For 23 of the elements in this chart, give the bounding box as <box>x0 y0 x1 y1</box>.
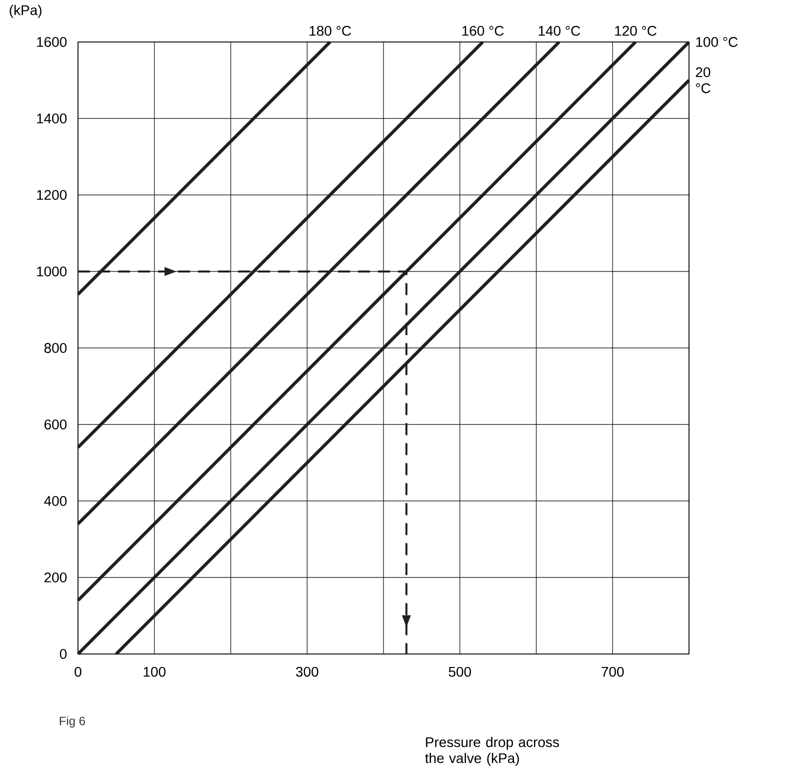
y-axis-title: (kPa) <box>10 4 42 18</box>
y-tick-label: 800 <box>44 343 67 353</box>
text: Pressure drop across the valve (kPa) <box>425 736 559 766</box>
series-label: 160 °C <box>462 26 504 36</box>
caption: Fig 6 <box>60 716 86 728</box>
y-tick-label: 1200 <box>37 190 67 200</box>
series-label: 20 °C <box>696 67 710 94</box>
series-label: 180 °C <box>310 26 351 36</box>
x-tick-label: 100 <box>144 666 166 677</box>
x-tick-label: 500 <box>448 666 471 677</box>
y-tick-label: 1600 <box>37 37 67 47</box>
x-tick-label: 700 <box>602 666 624 677</box>
y-tick-label: 600 <box>44 420 67 430</box>
y-tick-label: 400 <box>44 496 67 506</box>
x-tick-label: 300 <box>296 666 318 677</box>
series-label: 120 °C <box>615 26 656 36</box>
y-tick-label: 200 <box>44 572 67 582</box>
series-label: 140 °C <box>538 26 580 36</box>
y-tick-label: 0 <box>60 649 67 659</box>
x-tick-label: 0 <box>74 666 82 677</box>
y-tick-label: 1400 <box>37 114 67 124</box>
series-label: 100 °C <box>696 37 738 47</box>
y-tick-label: 1000 <box>37 266 67 276</box>
